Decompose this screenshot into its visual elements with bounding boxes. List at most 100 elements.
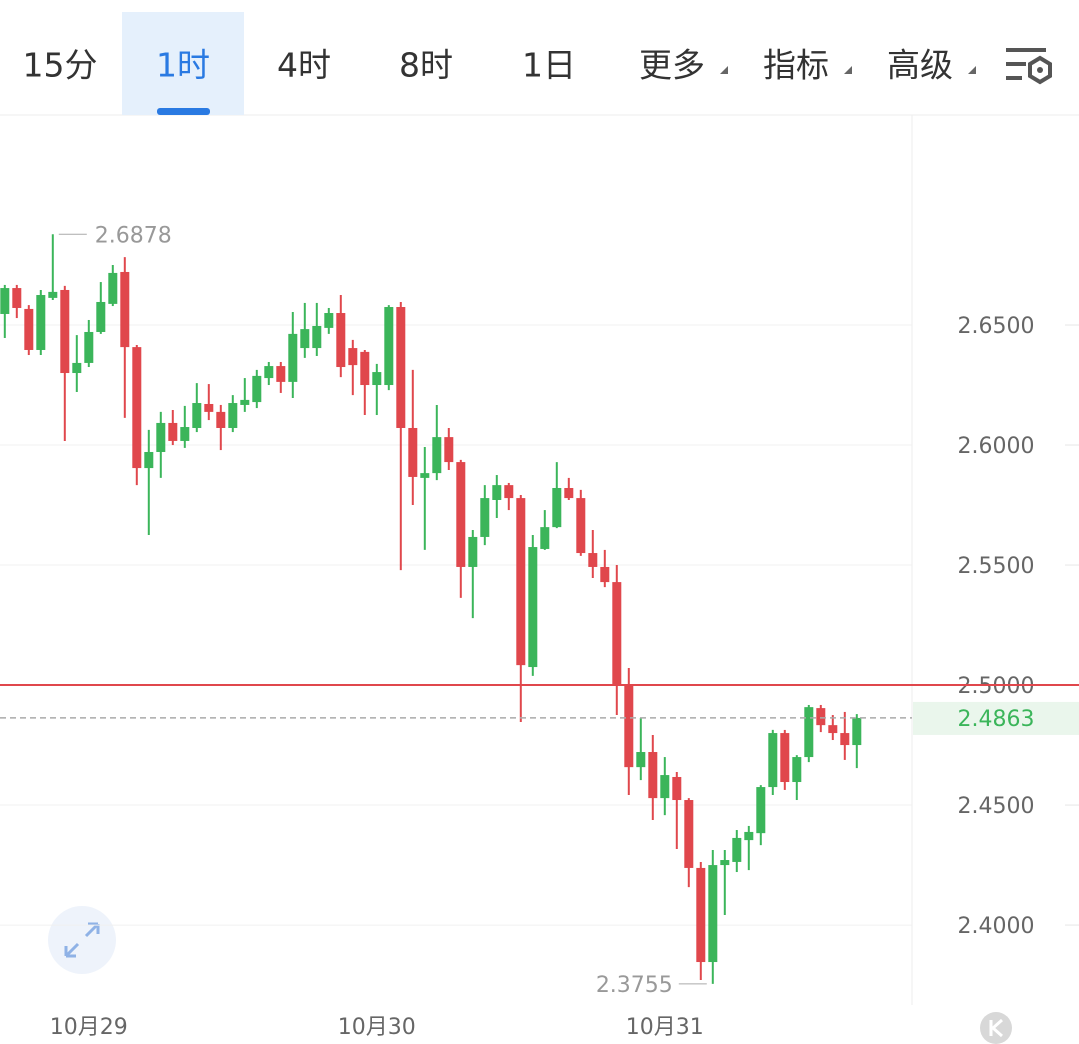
candle-body [624, 685, 634, 768]
candle-body [336, 313, 346, 368]
last-price-box [913, 701, 1079, 735]
tab[interactable]: 1时 [156, 46, 210, 85]
y-tick-label: 2.6500 [958, 314, 1035, 339]
candle-body [480, 498, 490, 537]
tab[interactable]: 1日 [522, 46, 576, 85]
candle-body [348, 348, 358, 366]
candle-body [540, 527, 550, 549]
candle-body [528, 547, 538, 668]
candle-body [852, 717, 862, 746]
candle-body [588, 553, 598, 567]
tab[interactable]: 15分 [23, 46, 98, 85]
candle-body [396, 307, 406, 428]
candle-body [756, 787, 766, 834]
candle-body [504, 485, 514, 499]
candle-body [60, 289, 70, 374]
candle-body [36, 295, 46, 350]
tab-selected-bg [122, 12, 244, 115]
candle-body [600, 566, 610, 583]
candle-body [768, 733, 778, 788]
candle-body [792, 757, 802, 783]
candle-body [288, 333, 298, 382]
high-label: 2.6878 [95, 223, 172, 248]
candle-body [180, 427, 190, 441]
candle-body [816, 708, 826, 726]
candle-body [108, 272, 118, 304]
y-tick-label: 2.4500 [958, 794, 1035, 819]
candle-body [240, 399, 250, 405]
settings-icon[interactable] [1006, 48, 1052, 85]
candle-body [132, 347, 142, 469]
candle-body [264, 366, 274, 379]
candle-body [48, 291, 58, 298]
candle-body [192, 403, 202, 428]
expand-button[interactable] [48, 906, 116, 974]
candle-body [216, 411, 226, 428]
candle-body [96, 301, 106, 332]
candle-body [468, 536, 478, 567]
candle-body [696, 867, 706, 963]
candle-body [648, 752, 658, 799]
candle-body [444, 437, 454, 463]
candle-body [12, 288, 22, 308]
candle-body [732, 837, 742, 862]
candle-body [384, 307, 394, 386]
candle-body [168, 422, 178, 441]
candle-body [360, 351, 370, 386]
tab[interactable]: 更多 [639, 46, 705, 85]
candle-body [564, 487, 574, 499]
last-price-label: 2.4863 [958, 707, 1035, 732]
candle-body [672, 776, 682, 801]
candle-body [840, 733, 850, 746]
candle-body [708, 865, 718, 963]
y-tick-label: 2.4000 [958, 914, 1035, 939]
tab[interactable]: 高级 [887, 46, 953, 85]
candle-body [516, 498, 526, 666]
candle-body [324, 313, 334, 328]
candle-body [72, 362, 82, 374]
candle-body [420, 473, 430, 478]
candle-body [744, 831, 754, 841]
x-tick-label: 10月30 [338, 1015, 416, 1040]
tab-indicator [157, 108, 210, 115]
candle-body [636, 752, 646, 768]
candle-body [84, 331, 94, 363]
candle-body [312, 325, 322, 349]
candle-body [552, 487, 562, 528]
candle-body [684, 800, 694, 868]
y-tick-label: 2.5500 [958, 554, 1035, 579]
candle-body [228, 403, 238, 428]
tab[interactable]: 指标 [763, 46, 829, 85]
candle-body [276, 366, 286, 382]
candle-body [144, 451, 154, 469]
x-tick-label: 10月29 [50, 1015, 128, 1040]
k-logo [980, 1012, 1012, 1044]
y-tick-label: 2.6000 [958, 434, 1035, 459]
dropdown-caret [968, 66, 976, 74]
candle-body [432, 437, 442, 474]
y-tick-label: 2.5000 [958, 674, 1035, 699]
tab[interactable]: 8时 [399, 46, 453, 85]
candle-body [204, 403, 214, 412]
candle-body [24, 308, 34, 350]
dropdown-caret [844, 66, 852, 74]
candle-body [372, 372, 382, 386]
tab[interactable]: 4时 [277, 46, 331, 85]
candle-body [120, 271, 130, 348]
candle-body [720, 860, 730, 866]
candle-body [300, 329, 310, 349]
dropdown-caret [720, 66, 728, 74]
candle-body [828, 725, 838, 734]
low-label: 2.3755 [596, 973, 673, 998]
candle-body [156, 422, 166, 452]
candle-body [456, 462, 466, 567]
candle-body [612, 582, 622, 686]
candle-body [252, 375, 262, 403]
candle-body [576, 498, 586, 554]
x-tick-label: 10月31 [626, 1015, 704, 1040]
candle-body [408, 427, 418, 477]
candle-body [780, 733, 790, 783]
candle-body [660, 775, 670, 799]
